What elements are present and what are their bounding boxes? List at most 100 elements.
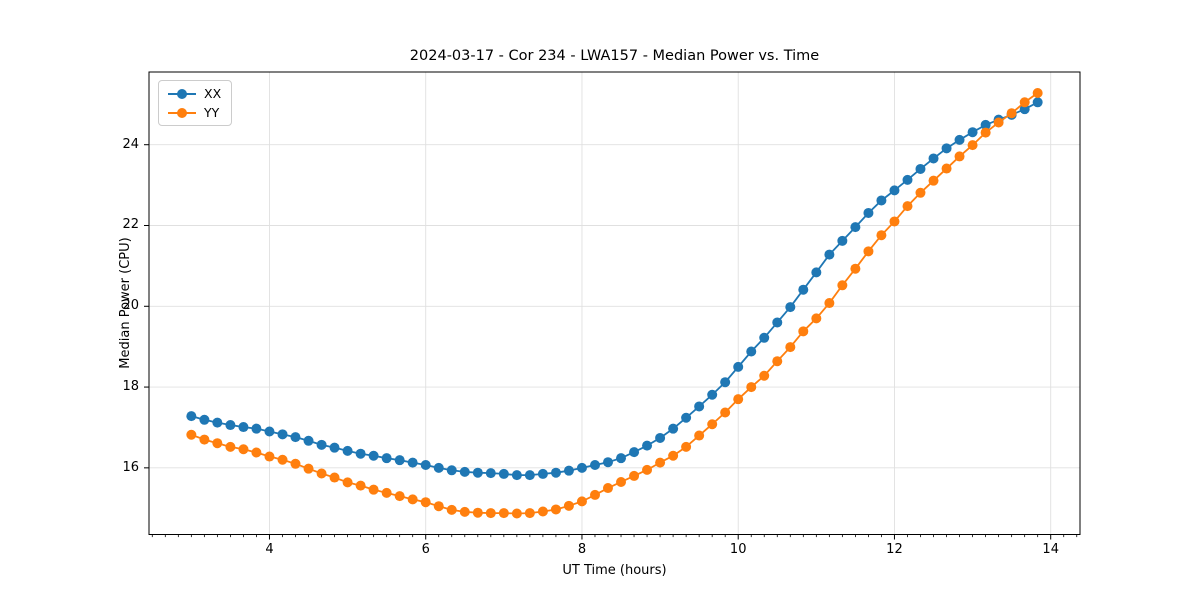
data-point-xx: [277, 429, 288, 440]
data-point-yy: [225, 441, 236, 452]
data-point-xx: [498, 468, 509, 479]
data-point-yy: [550, 504, 561, 515]
data-point-yy: [537, 506, 548, 517]
data-point-yy: [524, 508, 535, 519]
data-point-xx: [980, 119, 991, 130]
data-point-yy: [238, 444, 249, 455]
data-point-yy: [186, 429, 197, 440]
data-point-xx: [759, 332, 770, 343]
y-tick-label: 16: [122, 459, 139, 475]
data-point-xx: [850, 222, 861, 233]
data-point-yy: [941, 163, 952, 174]
x-tick-label: 4: [265, 542, 274, 557]
chart-title: 2024-03-17 - Cor 234 - LWA157 - Median P…: [409, 48, 820, 64]
data-point-xx: [563, 465, 574, 476]
data-point-yy: [342, 477, 353, 488]
data-point-xx: [225, 420, 236, 431]
legend-item-xx: XX: [168, 86, 221, 101]
data-point-xx: [329, 442, 340, 453]
data-point-yy: [394, 491, 405, 502]
data-point-yy: [303, 463, 314, 474]
series-line-yy: [191, 92, 1039, 515]
data-point-xx: [863, 207, 874, 218]
data-point-xx: [602, 457, 613, 468]
data-point-xx: [590, 460, 601, 471]
data-point-yy: [837, 280, 848, 291]
data-point-xx: [420, 460, 431, 471]
data-point-xx: [472, 467, 483, 478]
legend: XX YY: [158, 80, 233, 126]
data-point-xx: [746, 346, 757, 357]
data-point-yy: [420, 497, 431, 508]
data-point-xx: [1019, 104, 1030, 115]
data-point-yy: [681, 441, 692, 452]
data-point-yy: [277, 454, 288, 465]
data-point-yy: [655, 457, 666, 468]
data-point-yy: [629, 470, 640, 481]
data-point-xx: [342, 445, 353, 456]
y-tick-label: 18: [122, 379, 139, 395]
data-point-yy: [954, 151, 965, 162]
data-point-yy: [368, 484, 379, 495]
data-point-xx: [837, 235, 848, 246]
data-point-yy: [785, 342, 796, 353]
data-point-xx: [251, 423, 262, 434]
legend-marker-icon: [168, 105, 196, 120]
y-tick-label: 20: [122, 298, 139, 314]
data-point-yy: [472, 507, 483, 518]
x-axis-label: UT Time (hours): [562, 563, 667, 578]
data-point-yy: [563, 500, 574, 511]
data-point-yy: [1019, 97, 1030, 108]
data-point-yy: [863, 246, 874, 257]
data-point-yy: [251, 447, 262, 458]
data-point-xx: [290, 432, 301, 443]
axes-spines: [148, 71, 1081, 535]
x-tick-label: 6: [421, 542, 430, 557]
data-point-yy: [1006, 108, 1017, 119]
data-point-yy: [459, 506, 470, 517]
data-point-yy: [1032, 88, 1043, 98]
data-point-yy: [993, 117, 1004, 128]
data-point-yy: [212, 438, 223, 449]
data-point-xx: [681, 412, 692, 423]
legend-label: XX: [204, 86, 222, 101]
data-point-yy: [746, 382, 757, 393]
data-point-yy: [381, 487, 392, 498]
data-point-xx: [316, 439, 327, 450]
data-point-yy: [498, 508, 509, 519]
data-point-xx: [616, 453, 627, 464]
data-point-yy: [602, 483, 613, 494]
data-point-xx: [967, 127, 978, 138]
data-point-xx: [811, 267, 822, 278]
data-point-yy: [355, 480, 366, 491]
data-point-xx: [212, 417, 223, 428]
data-point-yy: [329, 472, 340, 483]
data-point-xx: [550, 467, 561, 478]
data-point-xx: [524, 470, 535, 481]
data-point-xx: [720, 377, 731, 388]
data-point-xx: [238, 422, 249, 433]
x-tick-label: 10: [729, 542, 747, 557]
data-point-yy: [902, 201, 913, 212]
data-point-yy: [707, 419, 718, 430]
data-point-xx: [576, 462, 587, 473]
data-point-yy: [876, 230, 887, 241]
data-point-xx: [368, 450, 379, 461]
data-point-yy: [485, 508, 496, 519]
data-point-xx: [668, 423, 679, 434]
data-point-yy: [668, 450, 679, 461]
data-point-xx: [889, 185, 900, 196]
data-point-yy: [733, 394, 744, 405]
data-point-xx: [264, 426, 275, 437]
data-point-yy: [915, 187, 926, 198]
data-point-yy: [772, 356, 783, 367]
data-point-xx: [537, 468, 548, 479]
y-tick-label: 24: [122, 136, 139, 152]
data-point-yy: [511, 508, 522, 519]
data-point-yy: [967, 140, 978, 151]
data-point-yy: [576, 496, 587, 507]
data-point-xx: [459, 466, 470, 477]
data-point-xx: [954, 134, 965, 145]
data-point-yy: [590, 489, 601, 500]
